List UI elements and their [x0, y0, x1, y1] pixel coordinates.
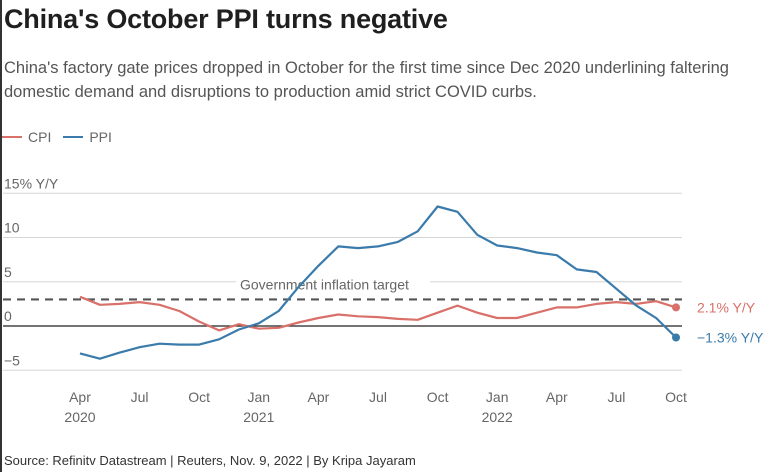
line-chart: −5 0 5 10 15% Y/Y Government inflation target…	[3, 175, 764, 425]
end-dot-cpi	[672, 303, 680, 312]
target-label-background	[236, 275, 430, 294]
legend-item-ppi: PPI	[63, 129, 112, 145]
legend-item-cpi: CPI	[2, 129, 51, 145]
chart-title: China's October PPI turns negative	[4, 4, 448, 34]
x-tick-label: Apr	[69, 389, 91, 405]
x-tick-label: Jul	[131, 389, 149, 405]
x-tick-label: Jan	[248, 389, 271, 405]
source-footer: Source: Refinitv Datastream | Reuters, N…	[4, 453, 416, 468]
y-tick-label: 10	[4, 220, 20, 236]
series-line-ppi	[79, 205, 677, 360]
y-tick-label: 15% Y/Y	[4, 175, 59, 191]
end-label-ppi: −1.3% Y/Y	[697, 330, 764, 346]
legend-label-ppi: PPI	[89, 129, 112, 145]
end-dot-ppi	[672, 333, 680, 342]
end-label-cpi: 2.1% Y/Y	[697, 299, 756, 315]
x-tick-label: Jan	[486, 389, 509, 405]
target-label: Government inflation target	[240, 276, 409, 292]
x-tick-label: Jul	[369, 389, 387, 405]
y-tick-label: −5	[4, 352, 20, 368]
y-tick-label: 5	[4, 264, 12, 280]
x-tick-label: Oct	[188, 389, 210, 405]
x-tick-year-label: 2020	[64, 409, 95, 425]
x-tick-year-label: 2022	[482, 409, 513, 425]
chart-subtitle: China's factory gate prices dropped in O…	[4, 59, 729, 101]
legend-label-cpi: CPI	[28, 129, 52, 145]
legend-swatch-cpi	[2, 135, 22, 139]
x-tick-label: Jul	[607, 389, 625, 405]
x-tick-label: Apr	[546, 389, 568, 405]
legend-swatch-ppi	[63, 135, 84, 139]
y-tick-label: 0	[4, 308, 12, 324]
x-tick-label: Oct	[427, 389, 449, 405]
left-border	[0, 0, 2, 472]
legend: CPI PPI	[2, 129, 124, 145]
series-line-cpi	[79, 295, 677, 332]
x-tick-year-label: 2021	[243, 409, 274, 425]
x-tick-label: Apr	[308, 389, 330, 405]
x-tick-label: Oct	[665, 389, 687, 405]
